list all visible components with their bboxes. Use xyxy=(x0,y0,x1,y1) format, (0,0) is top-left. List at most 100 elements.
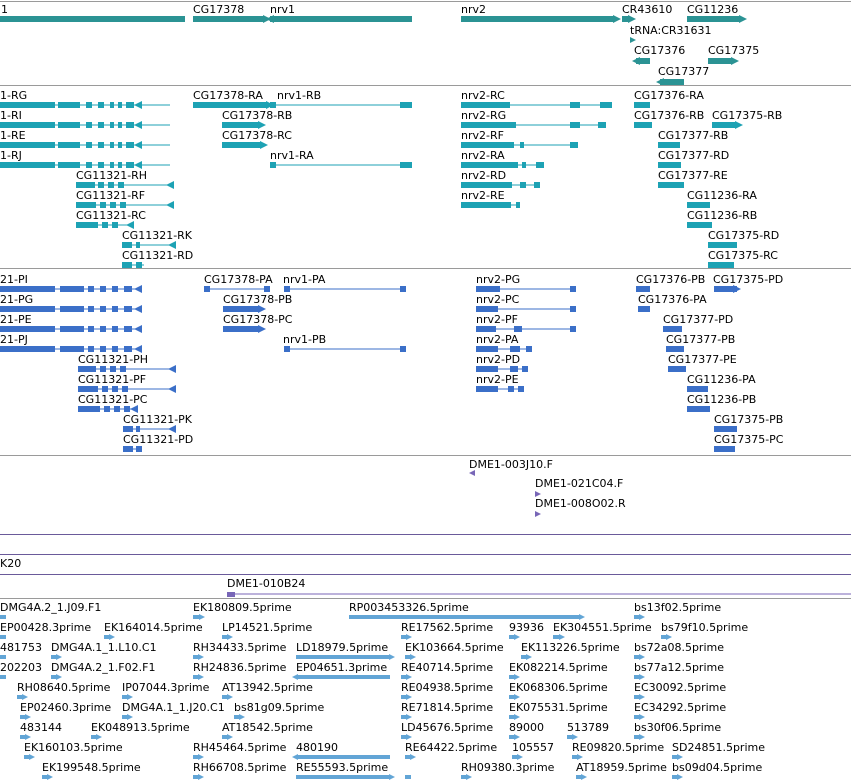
est-arrow[interactable] xyxy=(577,754,583,760)
cds-exon[interactable] xyxy=(570,286,576,292)
est-glyph[interactable] xyxy=(0,635,6,639)
cds-feature-label[interactable]: CG17376-PB xyxy=(636,273,706,286)
est-arrow[interactable] xyxy=(677,774,683,780)
transcripts-feature-label[interactable]: 1-RG xyxy=(0,89,28,102)
cds-exon[interactable] xyxy=(60,306,84,312)
gene-arrow[interactable] xyxy=(731,57,739,65)
bac-feature-label[interactable]: K20 xyxy=(0,557,22,570)
est-arrow[interactable] xyxy=(22,694,28,700)
cds-exon[interactable] xyxy=(284,286,290,292)
est-glyph[interactable] xyxy=(193,755,199,759)
transcripts-feature-label[interactable]: CG11321-RK xyxy=(122,229,193,242)
tx-exon[interactable] xyxy=(98,162,104,168)
cds-exon[interactable] xyxy=(112,306,118,312)
est-arrow[interactable] xyxy=(109,634,115,640)
est-feature-label[interactable]: EK199548.5prime xyxy=(42,761,141,774)
cds-exon[interactable] xyxy=(120,366,126,372)
tx-exon[interactable] xyxy=(118,182,124,188)
est-glyph[interactable] xyxy=(24,755,30,759)
est-glyph[interactable] xyxy=(634,615,640,619)
cds-feature-label[interactable]: CG17378-PB xyxy=(223,293,293,306)
cds-exon[interactable] xyxy=(284,346,290,352)
cds-arrow[interactable] xyxy=(134,325,142,333)
tx-exon[interactable] xyxy=(76,222,98,228)
cds-feature-label[interactable]: CG11321-PC xyxy=(78,393,148,406)
est-feature-label[interactable]: DMG4A.1_1.L10.C1 xyxy=(51,641,157,654)
tx-exon[interactable] xyxy=(86,142,92,148)
cdna-feature-label[interactable]: DME1-008O02.R xyxy=(535,497,626,510)
transcripts-feature-label[interactable]: CG11321-RD xyxy=(122,249,194,262)
tx-arrow[interactable] xyxy=(134,161,142,169)
cds-exon[interactable] xyxy=(666,346,684,352)
cds-feature-label[interactable]: nrv2-PE xyxy=(476,373,519,386)
est-glyph[interactable] xyxy=(296,675,390,679)
cds-feature-label[interactable]: CG11236-PB xyxy=(687,393,757,406)
cds-exon[interactable] xyxy=(123,446,133,452)
est-arrow[interactable] xyxy=(639,694,645,700)
cds-feature-label[interactable]: CG17375-PB xyxy=(714,413,784,426)
cdna-glyph[interactable] xyxy=(535,511,541,517)
cds-exon[interactable] xyxy=(204,286,210,292)
cds-exon[interactable] xyxy=(104,406,110,412)
est-glyph[interactable] xyxy=(461,775,467,779)
cds-exon[interactable] xyxy=(78,386,98,392)
est-glyph[interactable] xyxy=(51,655,57,659)
cds-exon[interactable] xyxy=(100,346,106,352)
est-glyph[interactable] xyxy=(122,695,128,699)
gene-arrow[interactable] xyxy=(656,78,664,86)
cds-exon[interactable] xyxy=(112,326,118,332)
est-feature-label[interactable]: LP14521.5prime xyxy=(222,621,313,634)
cds-exon[interactable] xyxy=(124,346,132,352)
transcripts-feature-label[interactable]: CG17378-RB xyxy=(222,109,293,122)
genes-feature-label[interactable]: 1 xyxy=(1,3,8,16)
cds-exon[interactable] xyxy=(110,366,116,372)
cds-feature-label[interactable]: nrv2-PC xyxy=(476,293,520,306)
tx-exon[interactable] xyxy=(193,102,268,108)
cds-feature-label[interactable]: 21-PE xyxy=(0,313,32,326)
transcripts-feature-label[interactable]: CG17375-RC xyxy=(708,249,778,262)
est-feature-label[interactable]: RH66708.5prime xyxy=(193,761,287,774)
tx-exon[interactable] xyxy=(516,202,520,208)
est-feature-label[interactable]: IP07044.3prime xyxy=(122,681,210,694)
est-feature-label[interactable]: bs77a12.5prime xyxy=(634,661,724,674)
est-glyph[interactable] xyxy=(0,675,6,679)
est-glyph[interactable] xyxy=(42,775,48,779)
cds-exon[interactable] xyxy=(476,346,498,352)
cds-exon[interactable] xyxy=(124,306,132,312)
cds-exon[interactable] xyxy=(223,306,258,312)
cdna-glyph[interactable] xyxy=(535,491,541,497)
est-arrow[interactable] xyxy=(25,714,31,720)
est-feature-label[interactable]: DMG4A.2_1.F02.F1 xyxy=(51,661,156,674)
transcripts-feature-label[interactable]: CG17377-RE xyxy=(658,169,728,182)
genes-feature-label[interactable]: CG11236 xyxy=(687,3,739,16)
est-glyph[interactable] xyxy=(634,655,640,659)
est-glyph[interactable] xyxy=(20,715,26,719)
cds-feature-label[interactable]: 21-PI xyxy=(0,273,28,286)
tx-exon[interactable] xyxy=(461,122,516,128)
transcripts-feature-label[interactable]: 1-RJ xyxy=(0,149,22,162)
cds-exon[interactable] xyxy=(476,326,496,332)
est-glyph[interactable] xyxy=(296,655,390,659)
cds-exon[interactable] xyxy=(100,286,106,292)
tx-exon[interactable] xyxy=(687,202,710,208)
cds-arrow[interactable] xyxy=(168,365,176,373)
tx-exon[interactable] xyxy=(0,122,55,128)
est-glyph[interactable] xyxy=(193,675,199,679)
est-feature-label[interactable]: RE17562.5prime xyxy=(401,621,494,634)
gene-glyph[interactable] xyxy=(622,16,630,22)
est-arrow[interactable] xyxy=(666,634,672,640)
cds-exon[interactable] xyxy=(88,346,94,352)
est-arrow[interactable] xyxy=(639,614,645,620)
cds-exon[interactable] xyxy=(514,326,522,332)
est-arrow[interactable] xyxy=(406,694,412,700)
tx-exon[interactable] xyxy=(270,102,276,108)
tx-exon[interactable] xyxy=(708,262,734,268)
cds-exon[interactable] xyxy=(714,286,737,292)
cds-exon[interactable] xyxy=(476,386,498,392)
tx-arrow[interactable] xyxy=(134,101,142,109)
tx-exon[interactable] xyxy=(598,122,606,128)
est-glyph[interactable] xyxy=(51,675,57,679)
est-feature-label[interactable]: EK103664.5prime xyxy=(405,641,504,654)
tx-exon[interactable] xyxy=(461,142,514,148)
est-feature-label[interactable]: RH08640.5prime xyxy=(17,681,111,694)
